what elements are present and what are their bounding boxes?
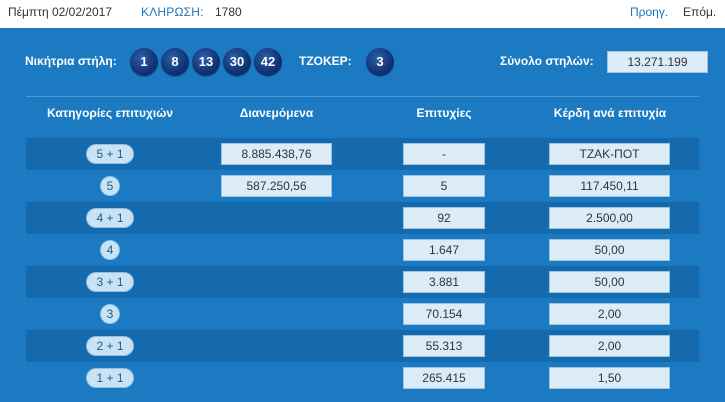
winning-number-ball: 13 — [192, 48, 220, 76]
winners-cell: - — [403, 143, 485, 165]
winning-number-ball: 30 — [223, 48, 251, 76]
category-badge: 5 + 1 — [86, 144, 134, 164]
top-bar: Πέμπτη 02/02/2017 ΚΛΗΡΩΣΗ: 1780 Προηγ. Ε… — [0, 0, 725, 28]
table-row: 3 + 1 3.881 50,00 — [26, 266, 699, 298]
winners-cell: 55.313 — [403, 335, 485, 357]
draw-date: Πέμπτη 02/02/2017 — [8, 5, 113, 19]
winning-number-ball: 1 — [130, 48, 158, 76]
joker-label: ΤΖΟΚΕΡ: — [299, 54, 352, 68]
header-categories: Κατηγορίες επιτυχιών — [46, 106, 174, 120]
winners-cell: 265.415 — [403, 367, 485, 389]
table-row: 4 1.647 50,00 — [26, 234, 699, 266]
divider — [26, 96, 699, 97]
category-badge: 2 + 1 — [86, 336, 134, 356]
draw-number: 1780 — [215, 5, 242, 19]
table-row: 5 587.250,56 5 117.450,11 — [26, 170, 699, 202]
prize-cell: 50,00 — [549, 239, 670, 261]
table-row: 1 + 1 265.415 1,50 — [26, 362, 699, 394]
results-panel: Νικήτρια στήλη: 1 8 13 30 42 ΤΖΟΚΕΡ: 3 Σ… — [0, 28, 725, 402]
winners-cell: 5 — [403, 175, 485, 197]
joker-ball: 3 — [366, 48, 394, 76]
total-columns-value: 13.271.199 — [607, 51, 708, 73]
category-badge: 1 + 1 — [86, 368, 134, 388]
winners-cell: 70.154 — [403, 303, 485, 325]
winning-column-label: Νικήτρια στήλη: — [25, 54, 117, 68]
distributed-cell: 8.885.438,76 — [221, 143, 332, 165]
header-winners: Επιτυχίες — [416, 106, 472, 120]
table-row: 5 + 1 8.885.438,76 - ΤΖΑΚ-ΠΟΤ — [26, 138, 699, 170]
total-columns-label: Σύνολο στηλών: — [500, 54, 594, 68]
winning-number-ball: 8 — [161, 48, 189, 76]
previous-draw-link[interactable]: Προηγ. — [630, 5, 669, 19]
prize-cell: 1,50 — [549, 367, 670, 389]
category-badge: 3 — [100, 304, 120, 324]
prize-cell: 2,00 — [549, 335, 670, 357]
draw-label: ΚΛΗΡΩΣΗ: — [141, 5, 204, 19]
category-badge: 4 — [100, 240, 120, 260]
winners-cell: 1.647 — [403, 239, 485, 261]
prize-cell: 2.500,00 — [549, 207, 670, 229]
winning-row: Νικήτρια στήλη: 1 8 13 30 42 ΤΖΟΚΕΡ: 3 Σ… — [0, 46, 725, 78]
prize-cell: 2,00 — [549, 303, 670, 325]
category-badge: 3 + 1 — [86, 272, 134, 292]
distributed-cell: 587.250,56 — [221, 175, 332, 197]
prize-cell: 117.450,11 — [549, 175, 670, 197]
table-row: 2 + 1 55.313 2,00 — [26, 330, 699, 362]
category-badge: 4 + 1 — [86, 208, 134, 228]
winners-cell: 3.881 — [403, 271, 485, 293]
header-distributed: Διανεμόμενα — [239, 106, 314, 120]
table-row: 4 + 1 92 2.500,00 — [26, 202, 699, 234]
winning-number-ball: 42 — [254, 48, 282, 76]
table-row: 3 70.154 2,00 — [26, 298, 699, 330]
header-prize: Κέρδη ανά επιτυχία — [553, 106, 667, 120]
prize-cell: ΤΖΑΚ-ΠΟΤ — [549, 143, 670, 165]
winners-cell: 92 — [403, 207, 485, 229]
category-badge: 5 — [100, 176, 120, 196]
prize-cell: 50,00 — [549, 271, 670, 293]
next-draw-link[interactable]: Επόμ. — [683, 5, 717, 19]
